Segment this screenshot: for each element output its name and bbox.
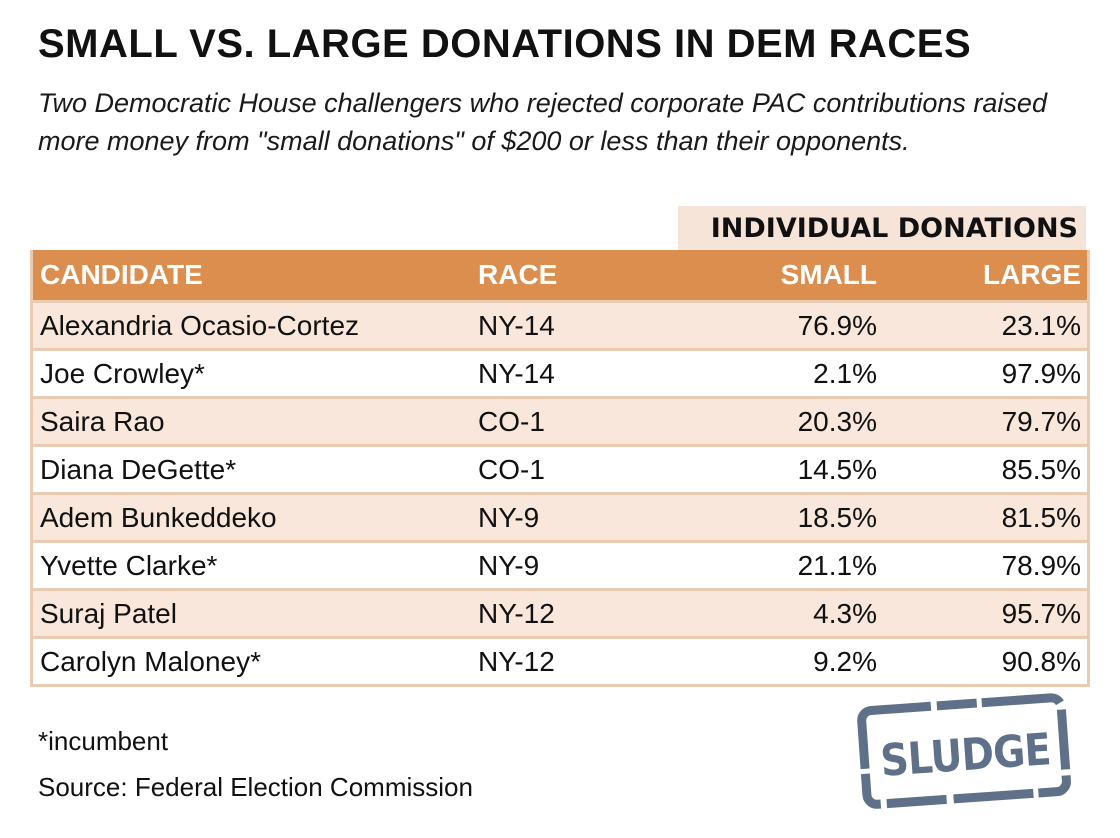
cell-candidate: Saira Rao [40,405,165,437]
table-row: Joe Crowley* NY-14 2.1% 97.9% [33,348,1087,396]
table-header-row: CANDIDATE RACE SMALL LARGE [33,250,1087,300]
cell-small: 4.3% [813,597,877,629]
cell-race: NY-12 [478,645,555,677]
cell-large: 90.8% [1001,645,1081,677]
logo-text: SLUDGE [879,724,1052,787]
cell-large: 81.5% [1001,501,1081,533]
cell-small: 9.2% [813,645,877,677]
chart-title: SMALL VS. LARGE DONATIONS IN DEM RACES [38,22,972,66]
cell-race: NY-9 [478,501,540,533]
column-header-race: RACE [478,259,558,290]
cell-candidate: Diana DeGette* [40,453,237,485]
cell-small: 20.3% [797,405,877,437]
table-row: Diana DeGette* CO-1 14.5% 85.5% [33,444,1087,492]
cell-candidate: Yvette Clarke* [40,549,218,581]
group-header-individual-donations: INDIVIDUAL DONATIONS [678,206,1086,250]
table-row: Carolyn Maloney* NY-12 9.2% 90.8% [33,636,1087,684]
cell-race: CO-1 [478,405,545,437]
cell-small: 18.5% [797,501,877,533]
table-row: Saira Rao CO-1 20.3% 79.7% [33,396,1087,444]
source-note: Source: Federal Election Commission [38,772,473,802]
sludge-stamp-logo-icon: SLUDGE [857,693,1071,809]
cell-small: 21.1% [797,549,877,581]
cell-large: 95.7% [1001,597,1081,629]
table-row: Adem Bunkeddeko NY-9 18.5% 81.5% [33,492,1087,540]
cell-candidate: Alexandria Ocasio-Cortez [40,309,360,341]
table-row: Suraj Patel NY-12 4.3% 95.7% [33,588,1087,636]
column-header-large: LARGE [983,259,1081,290]
cell-small: 14.5% [797,453,877,485]
cell-large: 85.5% [1001,453,1081,485]
table-row: Yvette Clarke* NY-9 21.1% 78.9% [33,540,1087,588]
cell-small: 2.1% [813,357,877,389]
chart-subtitle: Two Democratic House challengers who rej… [38,88,1047,156]
donations-table: CANDIDATE RACE SMALL LARGE Alexandria Oc… [30,250,1090,687]
cell-small: 76.9% [797,309,877,341]
cell-candidate: Adem Bunkeddeko [40,501,277,533]
cell-large: 78.9% [1001,549,1081,581]
column-header-small: SMALL [780,259,877,290]
cell-candidate: Carolyn Maloney* [40,645,261,677]
incumbent-note: *incumbent [38,726,169,756]
cell-race: CO-1 [478,453,545,485]
cell-large: 97.9% [1001,357,1081,389]
column-header-candidate: CANDIDATE [40,259,203,290]
cell-large: 23.1% [1001,309,1081,341]
cell-candidate: Joe Crowley* [40,357,205,389]
cell-race: NY-14 [478,357,555,389]
cell-race: NY-9 [478,549,540,581]
cell-race: NY-14 [478,309,555,341]
table-row: Alexandria Ocasio-Cortez NY-14 76.9% 23.… [33,300,1087,348]
cell-large: 79.7% [1001,405,1081,437]
cell-candidate: Suraj Patel [40,597,177,629]
cell-race: NY-12 [478,597,555,629]
